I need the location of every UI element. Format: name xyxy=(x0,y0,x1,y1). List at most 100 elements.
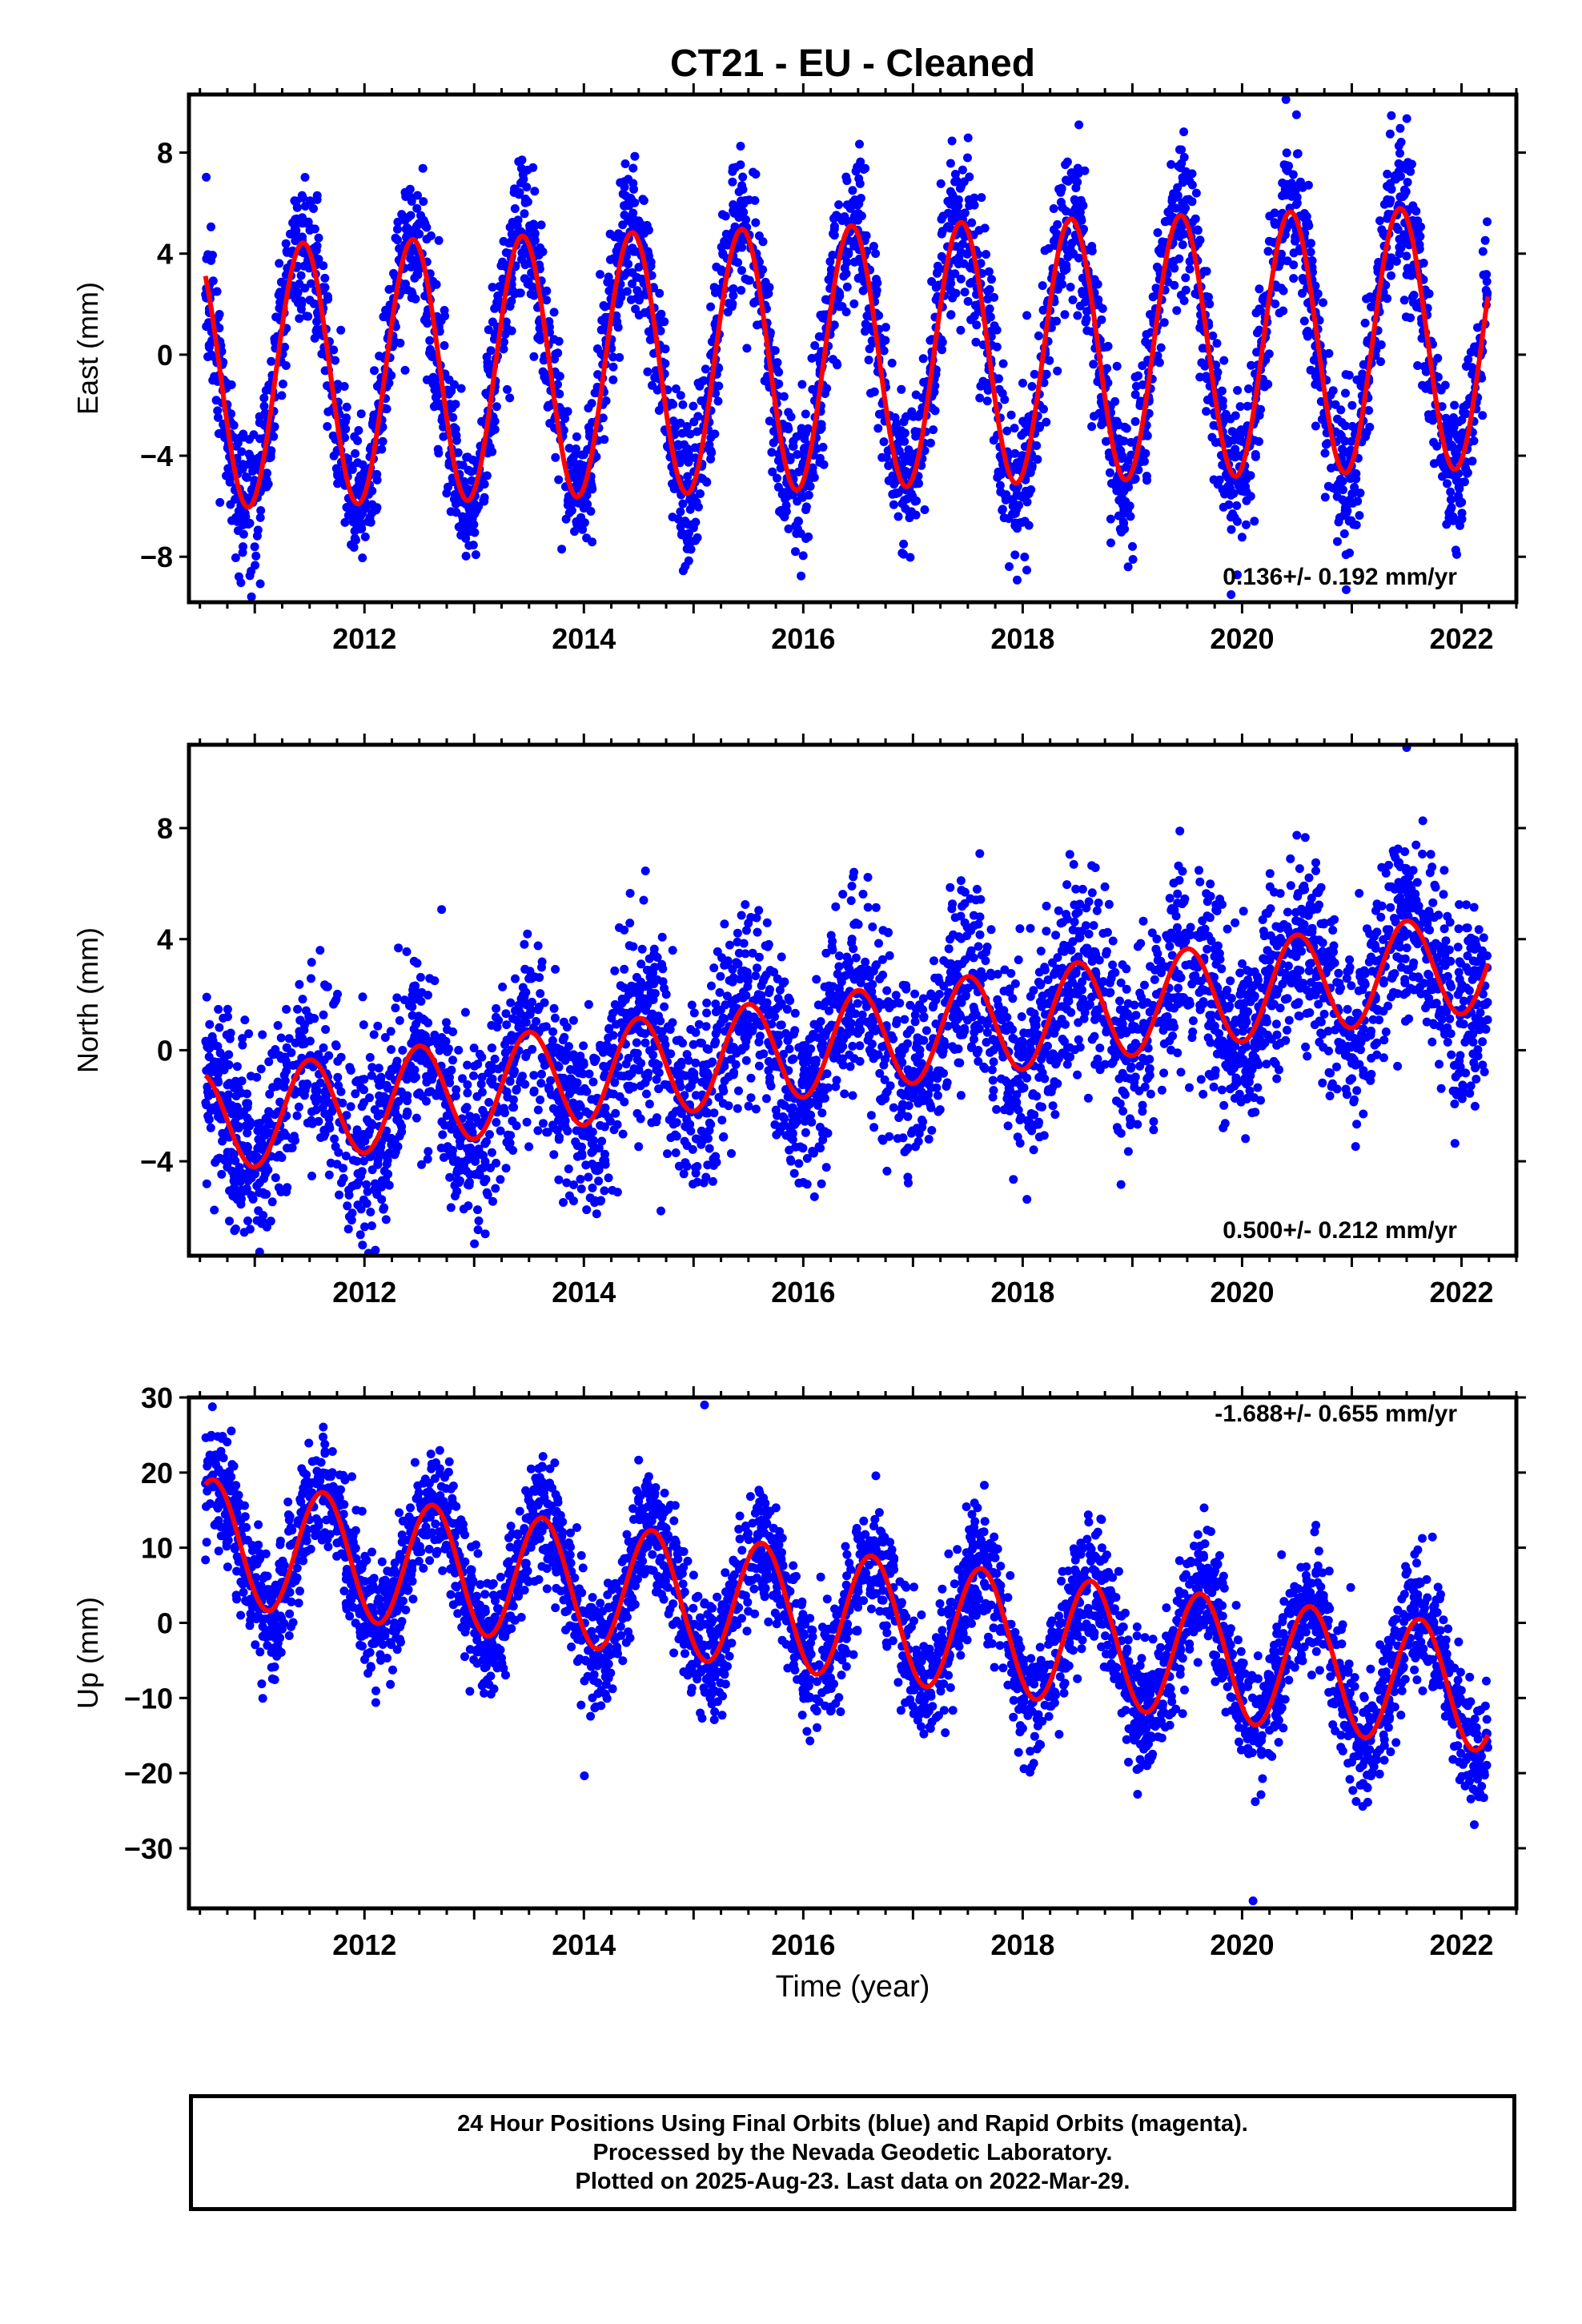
data-point xyxy=(861,320,870,329)
data-point xyxy=(828,355,837,364)
data-point xyxy=(1478,247,1488,256)
data-point xyxy=(1073,163,1082,173)
data-point xyxy=(1034,423,1044,432)
data-point xyxy=(1128,541,1137,551)
data-point xyxy=(881,323,890,332)
data-point xyxy=(1197,358,1207,368)
data-point xyxy=(559,425,568,435)
data-point xyxy=(523,279,532,289)
data-point xyxy=(612,311,621,320)
data-point xyxy=(1349,468,1359,478)
data-point xyxy=(1306,247,1315,257)
data-point xyxy=(1402,114,1411,123)
data-point xyxy=(768,467,777,476)
data-point xyxy=(1074,120,1084,130)
data-point xyxy=(1117,485,1126,495)
data-point xyxy=(291,226,301,235)
data-point xyxy=(1053,284,1062,294)
data-point xyxy=(1411,224,1420,234)
data-point xyxy=(464,465,473,475)
data-point xyxy=(1307,263,1317,272)
y-tick-label: −4 xyxy=(140,440,173,472)
data-point xyxy=(1178,198,1187,207)
data-point xyxy=(1436,1084,1446,1093)
east-frame xyxy=(187,92,1519,605)
data-point xyxy=(536,1095,545,1104)
data-point xyxy=(231,553,240,562)
data-point xyxy=(1231,411,1240,420)
data-point xyxy=(588,1077,598,1087)
data-point xyxy=(1341,550,1351,560)
east-y-axis-label: East (mm) xyxy=(71,282,104,415)
data-point xyxy=(490,304,500,313)
data-point xyxy=(842,282,852,292)
data-point xyxy=(1159,318,1169,328)
data-point xyxy=(676,418,685,428)
data-point xyxy=(1331,400,1340,409)
data-point xyxy=(1333,414,1342,424)
data-point xyxy=(946,159,955,168)
data-point xyxy=(420,316,429,325)
data-point xyxy=(1063,252,1073,262)
data-point xyxy=(982,396,992,406)
data-point xyxy=(342,402,351,412)
data-point xyxy=(1302,219,1311,229)
data-point xyxy=(553,380,562,389)
data-point xyxy=(675,452,685,461)
data-point xyxy=(946,883,955,892)
data-point xyxy=(893,512,903,521)
data-point xyxy=(560,414,570,424)
data-point xyxy=(975,393,985,403)
data-point xyxy=(462,452,472,462)
data-point xyxy=(1202,372,1211,381)
data-point xyxy=(706,446,716,456)
data-point xyxy=(628,267,637,277)
data-point xyxy=(1227,452,1237,460)
data-point xyxy=(1340,503,1350,513)
data-point xyxy=(1418,850,1427,858)
data-point xyxy=(1338,444,1347,454)
data-point xyxy=(1130,474,1140,484)
data-point xyxy=(1191,289,1200,299)
data-point xyxy=(711,388,721,398)
data-point xyxy=(793,517,803,525)
y-tick-label: 8 xyxy=(157,137,173,170)
data-point xyxy=(1207,432,1217,442)
data-point xyxy=(683,472,693,481)
data-point xyxy=(1178,178,1187,187)
data-point xyxy=(702,998,712,1007)
data-point xyxy=(1193,225,1203,235)
data-point xyxy=(1010,424,1019,433)
data-point xyxy=(211,396,221,405)
data-point xyxy=(741,215,751,224)
data-point xyxy=(1347,516,1356,525)
data-point xyxy=(523,929,532,939)
data-point xyxy=(267,1197,277,1207)
data-point xyxy=(1165,208,1174,218)
data-point xyxy=(262,475,271,485)
data-point xyxy=(689,1008,699,1018)
data-point xyxy=(930,388,939,397)
data-point xyxy=(402,223,412,232)
data-point xyxy=(1178,240,1187,250)
data-point xyxy=(420,219,430,228)
data-point xyxy=(1272,1074,1282,1084)
data-point xyxy=(946,279,956,288)
data-point xyxy=(358,460,367,469)
data-point xyxy=(377,444,387,454)
data-point xyxy=(904,445,913,455)
data-point xyxy=(1187,218,1197,227)
data-point xyxy=(1348,489,1358,498)
data-point xyxy=(277,391,287,400)
data-point xyxy=(1263,247,1273,256)
data-point xyxy=(590,388,600,398)
data-point xyxy=(1174,224,1183,234)
data-point xyxy=(609,254,619,263)
data-point xyxy=(1480,235,1490,245)
y-tick-label: 0 xyxy=(157,339,173,372)
data-point xyxy=(588,1183,597,1192)
data-point xyxy=(1112,361,1122,371)
data-point xyxy=(431,392,440,402)
data-point xyxy=(1281,94,1291,104)
data-point xyxy=(259,401,269,411)
